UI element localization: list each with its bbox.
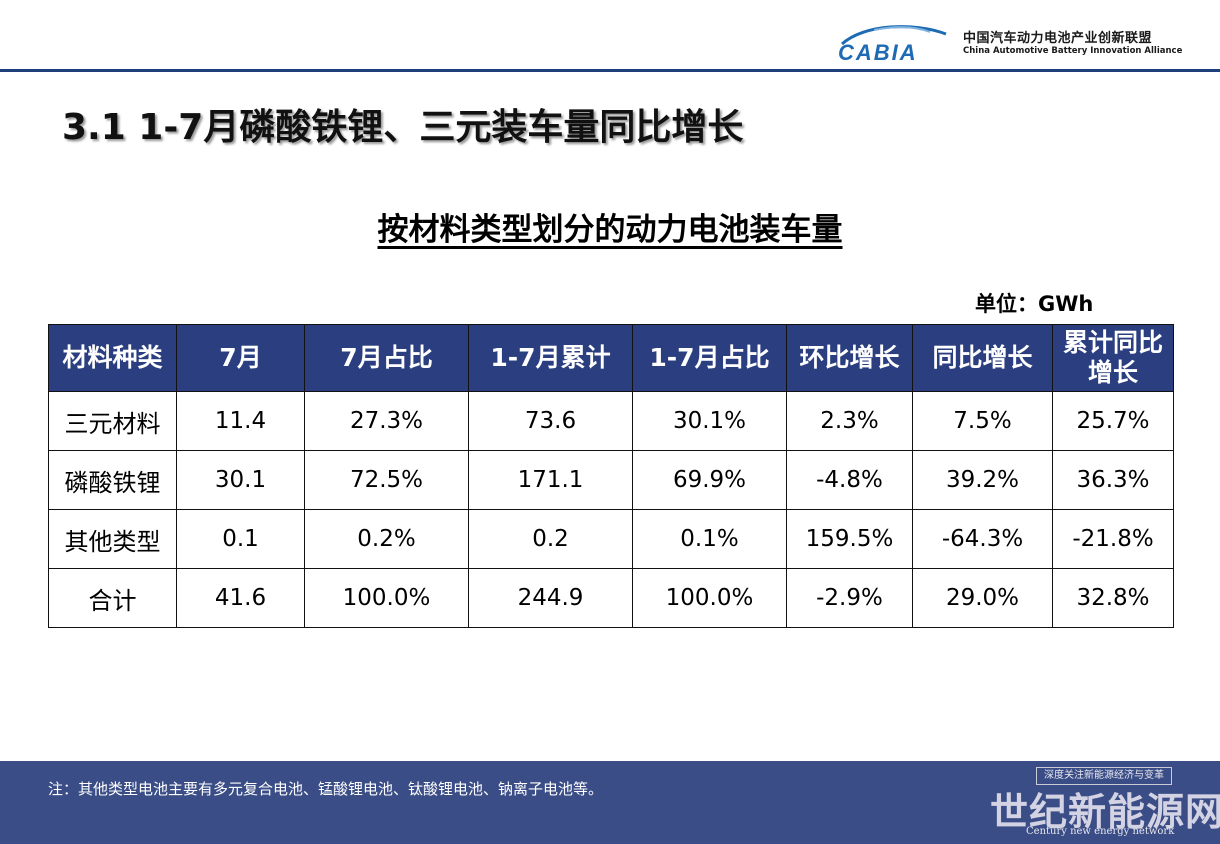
watermark-subtitle: Century new energy network — [1026, 826, 1175, 837]
col-header-ytd: 1-7月累计 — [468, 324, 633, 392]
table-cell: -21.8% — [1052, 509, 1174, 569]
table-cell: 36.3% — [1052, 450, 1174, 510]
svg-text:CABIA: CABIA — [838, 40, 918, 64]
table-cell: 159.5% — [786, 509, 913, 569]
table-cell: 0.1% — [632, 509, 787, 569]
table-cell: 171.1 — [468, 450, 633, 510]
col-header-july-share: 7月占比 — [304, 324, 469, 392]
row-label: 其他类型 — [48, 509, 177, 569]
cabia-logo-mark: CABIA — [838, 25, 947, 64]
table-cell: 72.5% — [304, 450, 469, 510]
table-row-total: 合计 41.6 100.0% 244.9 100.0% -2.9% 29.0% … — [48, 568, 1174, 628]
row-label: 三元材料 — [48, 391, 177, 451]
row-label: 合计 — [48, 568, 177, 628]
table-cell: 11.4 — [176, 391, 305, 451]
page-title: 3.1 1-7月磷酸铁锂、三元装车量同比增长 — [62, 107, 744, 148]
table-cell: 39.2% — [912, 450, 1053, 510]
col-header-ytd-share: 1-7月占比 — [632, 324, 787, 392]
col-header-ytd-yoy: 累计同比增长 — [1052, 324, 1174, 392]
table-cell: -64.3% — [912, 509, 1053, 569]
col-header-july: 7月 — [176, 324, 305, 392]
table-header-row: 材料种类 7月 7月占比 1-7月累计 1-7月占比 环比增长 同比增长 累计同… — [48, 324, 1174, 392]
table-cell: 0.2% — [304, 509, 469, 569]
table-cell: -4.8% — [786, 450, 913, 510]
battery-table: 材料种类 7月 7月占比 1-7月累计 1-7月占比 环比增长 同比增长 累计同… — [48, 324, 1174, 628]
table-cell: 0.1 — [176, 509, 305, 569]
table-cell: 7.5% — [912, 391, 1053, 451]
col-header-yoy: 同比增长 — [912, 324, 1053, 392]
table-row: 磷酸铁锂 30.1 72.5% 171.1 69.9% -4.8% 39.2% … — [48, 450, 1174, 510]
table-row: 其他类型 0.1 0.2% 0.2 0.1% 159.5% -64.3% -21… — [48, 509, 1174, 569]
table-cell: 30.1 — [176, 450, 305, 510]
table-cell: 69.9% — [632, 450, 787, 510]
table-cell: 100.0% — [632, 568, 787, 628]
table-title: 按材料类型划分的动力电池装车量 — [377, 212, 843, 248]
org-name-en: China Automotive Battery Innovation Alli… — [963, 46, 1183, 56]
col-header-material: 材料种类 — [48, 324, 177, 392]
table-cell: 41.6 — [176, 568, 305, 628]
col-header-mom: 环比增长 — [786, 324, 913, 392]
table-cell: 25.7% — [1052, 391, 1174, 451]
header-divider — [0, 69, 1220, 72]
table-cell: -2.9% — [786, 568, 913, 628]
watermark-logo: 世纪新能源网 — [990, 789, 1220, 834]
watermark-tagline: 深度关注新能源经济与变革 — [1036, 767, 1172, 785]
table-cell: 2.3% — [786, 391, 913, 451]
table-cell: 244.9 — [468, 568, 633, 628]
table-cell: 100.0% — [304, 568, 469, 628]
footnote: 注：其他类型电池主要有多元复合电池、锰酸锂电池、钛酸锂电池、钠离子电池等。 — [48, 780, 604, 798]
table-cell: 73.6 — [468, 391, 633, 451]
logo: CABIA 中国汽车动力电池产业创新联盟 China Automotive Ba… — [834, 20, 1182, 64]
table-cell: 29.0% — [912, 568, 1053, 628]
table-cell: 30.1% — [632, 391, 787, 451]
table-cell: 0.2 — [468, 509, 633, 569]
footer-bar: 注：其他类型电池主要有多元复合电池、锰酸锂电池、钛酸锂电池、钠离子电池等。 深度… — [0, 761, 1220, 844]
unit-label: 单位：GWh — [975, 292, 1094, 316]
table-row: 三元材料 11.4 27.3% 73.6 30.1% 2.3% 7.5% 25.… — [48, 391, 1174, 451]
org-name-cn: 中国汽车动力电池产业创新联盟 — [963, 31, 1153, 46]
table-cell: 32.8% — [1052, 568, 1174, 628]
row-label: 磷酸铁锂 — [48, 450, 177, 510]
table-cell: 27.3% — [304, 391, 469, 451]
